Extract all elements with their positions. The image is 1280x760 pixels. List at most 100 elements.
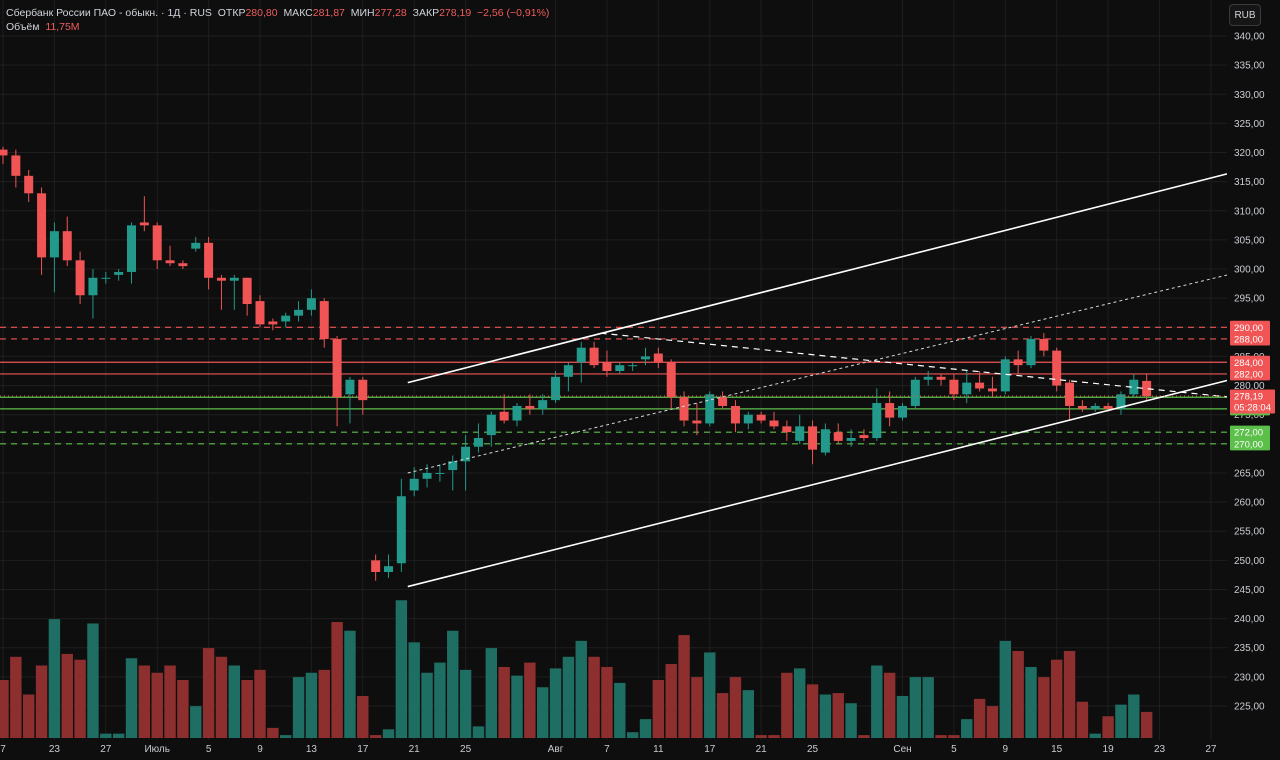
volume-bar (48, 619, 61, 738)
x-tick-label: Сен (893, 744, 911, 755)
candle-body (551, 376, 561, 401)
candle-body (782, 426, 792, 433)
low-value: 277,28 (374, 7, 407, 19)
candle-body (435, 472, 445, 474)
volume-value: 11,75M (45, 21, 80, 33)
volume-bar (832, 693, 844, 738)
candle-body (152, 225, 162, 261)
volume-bar (1102, 716, 1114, 738)
y-tick-label: 335,00 (1234, 61, 1265, 72)
candle-body (229, 277, 239, 281)
candle-body (358, 379, 368, 401)
volume-bar (678, 635, 690, 738)
candle-body (345, 379, 355, 395)
level-badge-label: 290,00 (1234, 323, 1263, 334)
candle-body (705, 394, 715, 424)
candle-body (1000, 359, 1010, 392)
trend-line (407, 379, 1228, 588)
candle-body (615, 365, 625, 371)
level-badge-label: 282,00 (1234, 369, 1263, 380)
x-tick-label: 11 (653, 744, 664, 755)
level-badge-label: 272,00 (1234, 428, 1263, 439)
candle-body (448, 461, 458, 471)
x-tick-label: Июль (144, 744, 170, 755)
candle-body (37, 193, 47, 258)
change-value: −2,56 (−0,91%) (477, 7, 550, 19)
volume-bar (601, 666, 613, 738)
candle-body (191, 242, 201, 249)
candle-body (486, 414, 496, 436)
candle-body (371, 560, 381, 572)
candle-body (1052, 350, 1062, 386)
level-badge (1230, 355, 1270, 369)
level-badge-label: 270,00 (1234, 439, 1263, 450)
volume-bar (961, 719, 973, 738)
volume-bar (935, 735, 947, 738)
volume-bar (729, 677, 742, 738)
volume-bar (511, 675, 523, 738)
volume-bar (74, 659, 86, 738)
volume-bar (665, 664, 677, 738)
volume-bar (177, 680, 189, 738)
candle-body (949, 379, 959, 395)
x-tick-label: 9 (257, 744, 263, 755)
volume-bar (10, 656, 22, 738)
x-tick-label: 7 (0, 744, 6, 755)
candle-body (461, 446, 471, 462)
candle-body (898, 405, 907, 418)
volume-bar (267, 727, 279, 738)
candle-body (62, 231, 72, 261)
volume-bar (138, 665, 151, 738)
volume-bar (331, 622, 343, 738)
candle-body (589, 347, 599, 366)
level-badge (1230, 367, 1270, 381)
x-tick-label: 23 (1154, 744, 1166, 755)
candle-body (384, 566, 393, 572)
volume-bar (1128, 694, 1140, 738)
x-tick-label: 5 (951, 744, 957, 755)
volume-bar (794, 668, 806, 738)
candle-body (833, 432, 843, 441)
x-tick-label: 21 (756, 744, 768, 755)
volume-bar (575, 640, 587, 738)
volume-bar (858, 735, 870, 738)
candle-body (641, 356, 650, 360)
x-tick-label: 23 (49, 744, 61, 755)
symbol-name[interactable]: Сбербанк России ПАО - обыкн. · 1Д · RUS (6, 7, 212, 19)
level-badge-label: 284,00 (1234, 358, 1263, 369)
candle-body (730, 405, 740, 424)
volume-bar (1012, 651, 1024, 738)
candle-body (1077, 405, 1087, 409)
candle-body (1013, 359, 1023, 366)
candle-body (101, 277, 111, 279)
candle-body (281, 315, 291, 322)
y-tick-label: 225,00 (1234, 702, 1265, 713)
candle-body (962, 382, 972, 395)
candle-body (88, 277, 98, 296)
low-label: МИН (350, 7, 375, 19)
volume-bar (588, 656, 600, 738)
trend-line (407, 274, 1228, 474)
candle-body (576, 347, 586, 363)
volume-bar (23, 694, 35, 738)
candle-body (602, 362, 612, 371)
y-tick-label: 320,00 (1234, 148, 1265, 159)
volume-bar (524, 662, 536, 738)
x-tick-label: 17 (357, 744, 369, 755)
candle-body (756, 414, 766, 421)
candle-body (0, 149, 8, 156)
candle-body (1039, 338, 1049, 351)
level-badge (1230, 437, 1270, 451)
volume-bar (485, 648, 497, 738)
candle-body (1103, 405, 1113, 409)
currency-button[interactable]: RUB (1229, 4, 1261, 26)
volume-bar (472, 726, 485, 738)
volume-bar (305, 672, 318, 738)
volume-bar (344, 630, 356, 738)
volume-bar (755, 735, 767, 738)
close-label: ЗАКР (412, 7, 440, 19)
volume-bar (742, 690, 754, 738)
volume-bar (292, 677, 305, 738)
y-tick-label: 295,00 (1234, 294, 1265, 305)
